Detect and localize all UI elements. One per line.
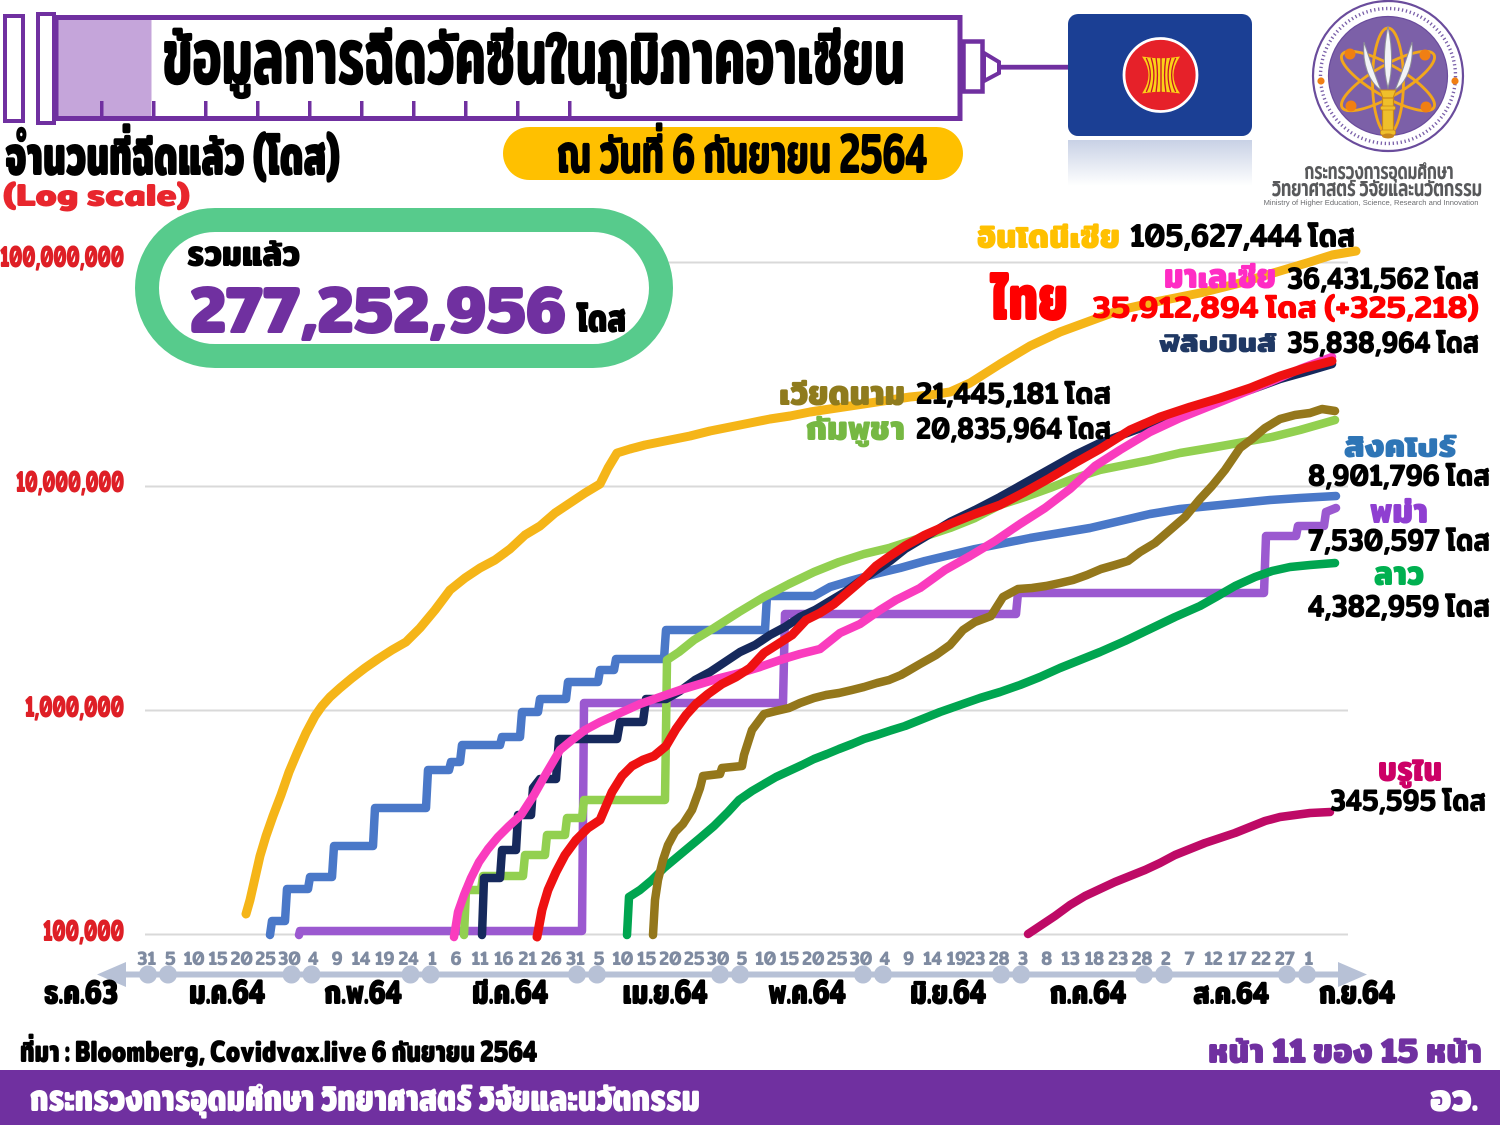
svg-text:Ministry of Higher Education,: Ministry of Higher Education, Science, R… bbox=[1264, 198, 1479, 207]
